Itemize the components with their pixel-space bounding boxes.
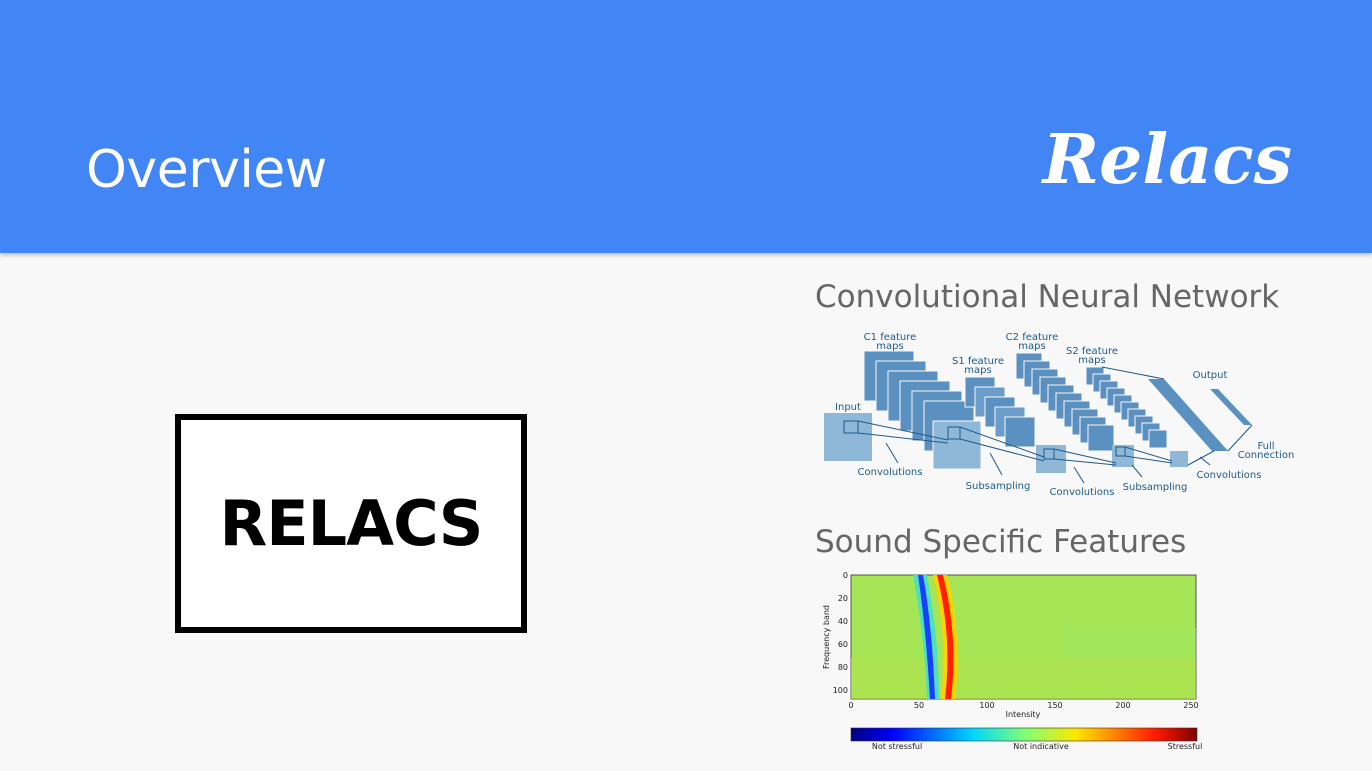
c1-label-1: C1 feature	[864, 332, 917, 343]
s2-label-1: S2 feature	[1066, 346, 1118, 357]
y-tick-40: 40	[838, 617, 848, 626]
c1-label-2: maps	[876, 341, 903, 352]
x-axis-label: Intensity	[1006, 710, 1041, 719]
heatmap-red-band	[937, 575, 954, 699]
x-tick-250: 250	[1183, 701, 1198, 710]
colorbar-label-mid: Not indicative	[1013, 742, 1069, 751]
full-connection-label-1: Full	[1257, 441, 1274, 452]
input-label: Input	[835, 402, 861, 413]
relacs-logo-box: RELACS	[175, 414, 527, 633]
x-tick-200: 200	[1115, 701, 1130, 710]
x-tick-150: 150	[1047, 701, 1062, 710]
full-connection-label-2: Connection	[1238, 450, 1295, 461]
convolutions-label-2: Convolutions	[1050, 487, 1115, 498]
slide-header: Overview Relacs	[0, 0, 1372, 253]
subsampling-label-2: Subsampling	[1123, 482, 1188, 493]
colorbar-label-high: Stressful	[1168, 742, 1203, 751]
y-axis-label: Frequency band	[822, 605, 831, 669]
relacs-logo-text: RELACS	[219, 487, 484, 560]
s1-label-2: maps	[964, 365, 991, 376]
y-tick-20: 20	[838, 594, 848, 603]
colorbar-label-low: Not stressful	[872, 742, 922, 751]
s2-label-2: maps	[1078, 355, 1105, 366]
spectrogram-chart: 0 20 40 60 80 100 0 50 100 150 200 250 I…	[822, 571, 1203, 751]
heatmap-blue-band	[918, 575, 935, 699]
c2-label-1: C2 feature	[1006, 332, 1059, 343]
y-tick-80: 80	[838, 663, 848, 672]
output-band-1	[1148, 379, 1228, 451]
c2-label-2: maps	[1018, 341, 1045, 352]
output-band-2	[1210, 389, 1252, 425]
convolutions-label-1: Convolutions	[858, 467, 923, 478]
input-map	[824, 413, 872, 461]
y-tick-0: 0	[843, 571, 848, 580]
x-ticks: 0 50 100 150 200 250	[848, 701, 1198, 710]
convolutions-label-3: Convolutions	[1197, 470, 1262, 481]
c2-maps	[1015, 352, 1115, 452]
y-ticks: 0 20 40 60 80 100	[833, 571, 848, 695]
s1-maps	[932, 376, 1036, 470]
s1-label-1: S1 feature	[952, 356, 1004, 367]
y-tick-100: 100	[833, 686, 848, 695]
x-tick-0: 0	[848, 701, 853, 710]
s2-maps	[1085, 366, 1168, 449]
brand-logo: Relacs	[1042, 120, 1292, 200]
sound-features-title: Sound Specific Features	[815, 524, 1187, 560]
cnn-title: Convolutional Neural Network	[815, 279, 1280, 315]
page-title: Overview	[86, 140, 327, 200]
x-tick-100: 100	[979, 701, 994, 710]
x-tick-50: 50	[914, 701, 924, 710]
output-label: Output	[1193, 370, 1228, 381]
subsampling-label-1: Subsampling	[966, 481, 1031, 492]
y-tick-60: 60	[838, 640, 848, 649]
cnn-diagram: C1 feature maps S1 feature maps C2 featu…	[824, 332, 1295, 498]
colorbar	[850, 727, 1198, 742]
